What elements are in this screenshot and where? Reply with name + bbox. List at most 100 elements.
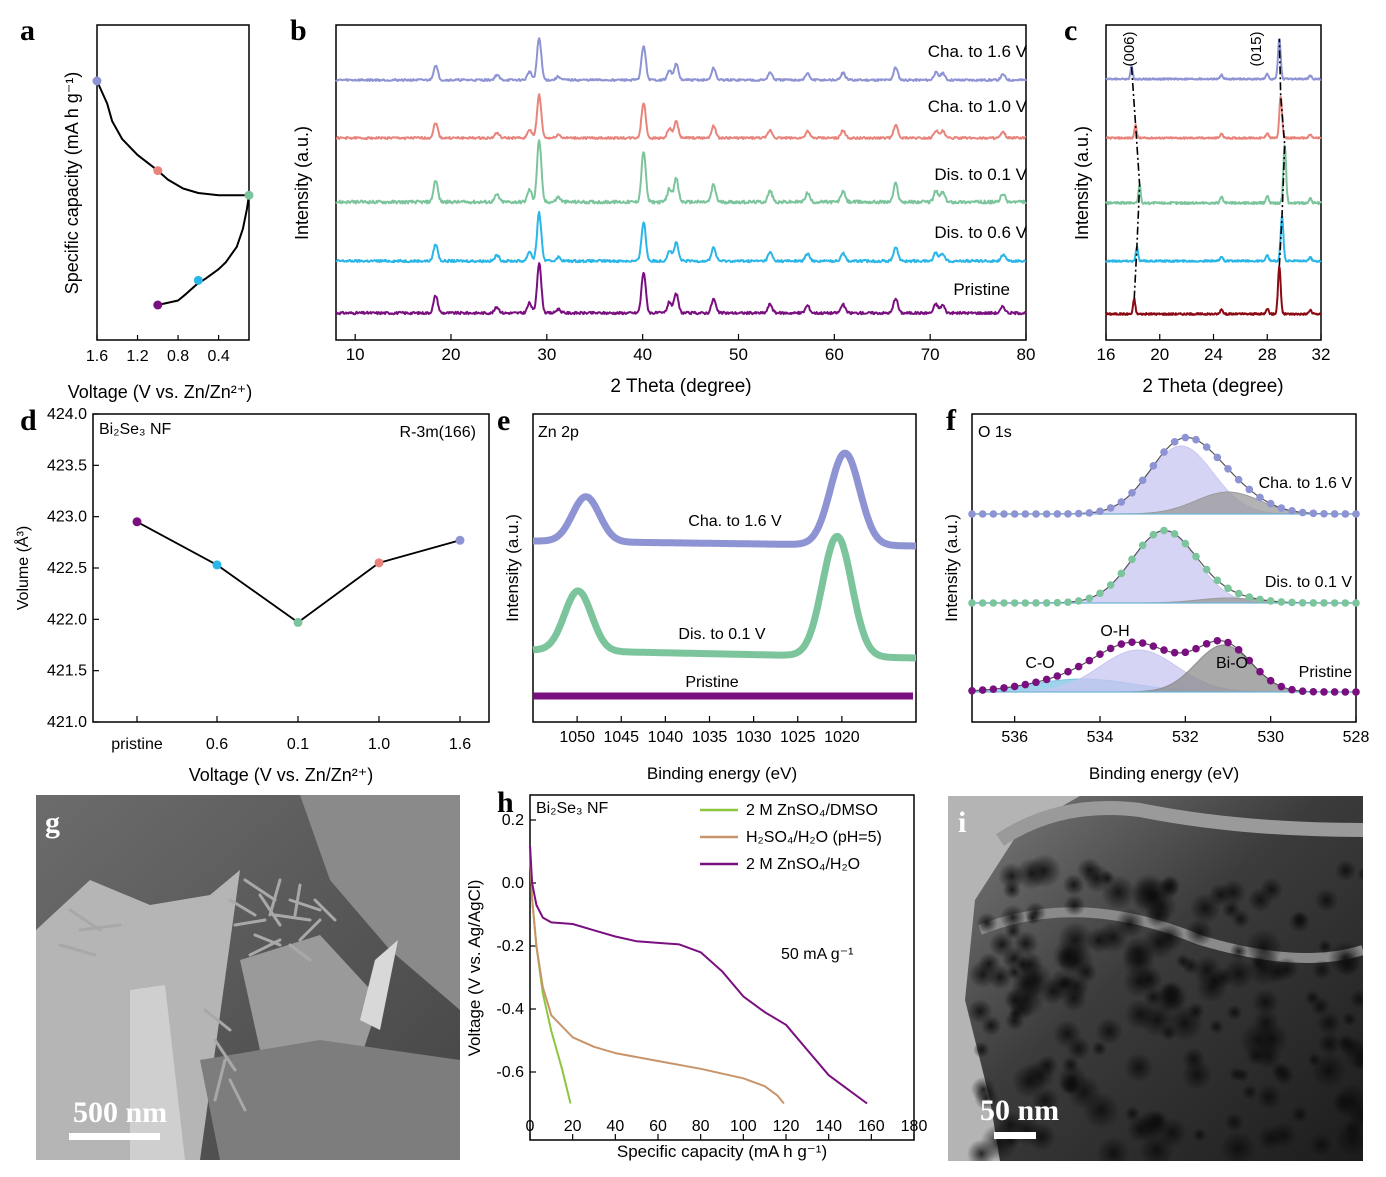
panel-f-data-point <box>1234 589 1243 598</box>
panel-a-curve <box>96 80 250 306</box>
panel-d-xtick-label: 0.6 <box>206 736 228 753</box>
panel-c-xtick-label: 20 <box>1150 345 1169 364</box>
panel-b-xtick-label: 10 <box>346 345 365 364</box>
panel-e-title: Zn 2p <box>538 424 579 441</box>
panel-letter-g: g <box>45 806 60 839</box>
panel-b-series-label: Cha. to 1.0 V <box>928 97 1028 116</box>
panel-i-particle <box>1257 1125 1283 1151</box>
panel-f-data-point <box>1320 688 1328 696</box>
panel-f-data-point <box>1170 438 1179 446</box>
panel-f-data-point <box>1117 640 1126 648</box>
panel-f-data-point <box>1064 598 1072 607</box>
panel-h-ytick-label: -0.4 <box>496 1001 524 1018</box>
panel-i-scale-bar <box>994 1132 1036 1139</box>
panel-letter-e: e <box>497 404 510 437</box>
panel-f-data-point <box>1149 530 1158 539</box>
panel-e-series-label: Dis. to 0.1 V <box>678 626 765 643</box>
panel-d-ytick-label: 422.0 <box>47 611 87 628</box>
panel-d-ytick-label: 423.0 <box>47 509 87 526</box>
panel-c-guide-015 <box>1278 38 1286 267</box>
panel-g-sem-image <box>36 795 460 1160</box>
panel-b-series-label: Cha. to 1.6 V <box>928 42 1028 61</box>
panel-i-particle <box>1124 1105 1141 1123</box>
panel-a-xtick-label: 0.8 <box>167 348 189 365</box>
panel-b-series-label: Dis. to 0.1 V <box>934 165 1027 184</box>
panel-f-title: O 1s <box>978 424 1012 441</box>
panel-i-particle <box>1255 1083 1283 1110</box>
panel-i-particle <box>1095 1017 1124 1046</box>
panel-h-ylabel: Voltage (V vs. Ag/AgCl) <box>465 880 484 1057</box>
panel-i-particle <box>976 912 998 934</box>
panel-f-data-point <box>1213 453 1222 462</box>
panel-b-xtick-label: 40 <box>633 345 652 364</box>
panel-h-xtick-label: 0 <box>526 1118 535 1135</box>
panel-b-xtick-label: 80 <box>1017 345 1036 364</box>
panel-letter-a: a <box>20 14 35 47</box>
panel-f-data-point <box>1000 684 1008 692</box>
panel-i-particle <box>988 931 1015 958</box>
panel-i-particle <box>1063 894 1086 917</box>
panel-e-ylabel: Intensity (a.u.) <box>503 514 522 622</box>
panel-letter-b: b <box>290 14 307 47</box>
panel-f-data-point <box>1320 599 1328 607</box>
panel-c-xtick-label: 28 <box>1258 345 1277 364</box>
panel-i-particle <box>1342 1119 1363 1139</box>
panel-f-data-point <box>1042 675 1051 684</box>
panel-f-ylabel: Intensity (a.u.) <box>942 514 961 622</box>
panel-f-series-label: Dis. to 0.1 V <box>1265 574 1352 591</box>
panel-i-particle <box>1099 870 1116 886</box>
panel-f-data-point <box>1213 576 1222 585</box>
panel-c-series-line <box>1105 215 1322 263</box>
panel-b-series-line <box>335 210 1027 264</box>
panel-f-data-point <box>1213 636 1222 645</box>
panel-i-particle <box>1275 957 1299 981</box>
panel-i-particle <box>1317 939 1333 954</box>
panel-h-legend-label: 2 M ZnSO₄/DMSO <box>746 802 878 819</box>
panel-f-data-point <box>1181 433 1190 442</box>
panel-f-xlabel: Binding energy (eV) <box>1089 764 1239 783</box>
panel-d-ytick-label: 423.5 <box>47 457 87 474</box>
panel-a-marker <box>92 76 102 86</box>
panel-d-point <box>293 617 303 627</box>
panel-d-ytick-label: 421.0 <box>47 714 87 731</box>
panel-f-data-point <box>1192 435 1200 444</box>
panel-f-data-point <box>1330 599 1339 607</box>
panel-i-particle <box>1259 877 1284 902</box>
panel-f-data-point <box>1170 648 1179 657</box>
panel-i-particle <box>1175 954 1191 969</box>
panel-f-data-point <box>1288 685 1296 694</box>
panel-e-xtick-label: 1045 <box>603 729 639 746</box>
panel-b-series-line <box>335 262 1027 316</box>
panel-f-data-point <box>1256 667 1264 676</box>
panel-h-legend-label: H₂SO₄/H₂O (pH=5) <box>746 829 882 846</box>
panel-b-series-line <box>335 93 1027 141</box>
panel-d-point <box>455 535 465 545</box>
panel-f-data-point <box>1021 510 1030 518</box>
panel-d-title-left: Bi₂Se₃ NF <box>99 421 172 438</box>
panel-d-xtick-label: 0.1 <box>287 736 309 753</box>
panel-f-data-point <box>1330 688 1339 696</box>
panel-f-data-point <box>1181 648 1190 657</box>
panel-i-particle <box>1058 942 1095 979</box>
panel-f-data-point <box>1096 589 1104 598</box>
panel-f-data-point <box>1266 676 1275 685</box>
panel-f-data-point <box>1160 526 1168 535</box>
panel-h-xtick-label: 60 <box>649 1118 667 1135</box>
panel-c-series-line <box>1105 38 1322 81</box>
panel-f-data-point <box>1266 597 1275 605</box>
panel-h: Bi₂Se₃ NF 50 mA g⁻¹ Specific capacity (m… <box>465 794 915 1161</box>
panel-b-series-label: Pristine <box>953 280 1010 299</box>
panel-h-ytick-label: -0.6 <box>496 1064 524 1081</box>
panel-i-particle <box>1185 918 1214 947</box>
panel-d-point <box>374 558 384 568</box>
panel-f-data-point <box>1053 672 1062 680</box>
panel-d: Bi₂Se₃ NF R-3m(166) Voltage (V vs. Zn/Zn… <box>13 413 490 785</box>
panel-c-guide-006 <box>1130 66 1141 299</box>
panel-a-xtick-label: 1.2 <box>126 348 148 365</box>
panel-f-data-point <box>1192 552 1200 561</box>
panel-f-series-label: Cha. to 1.6 V <box>1259 475 1353 492</box>
panel-f-data-point <box>1000 510 1008 518</box>
panel-f-data-point <box>1234 475 1243 484</box>
panel-d-ytick-label: 421.5 <box>47 663 87 680</box>
panel-f-data-point <box>1320 509 1328 518</box>
